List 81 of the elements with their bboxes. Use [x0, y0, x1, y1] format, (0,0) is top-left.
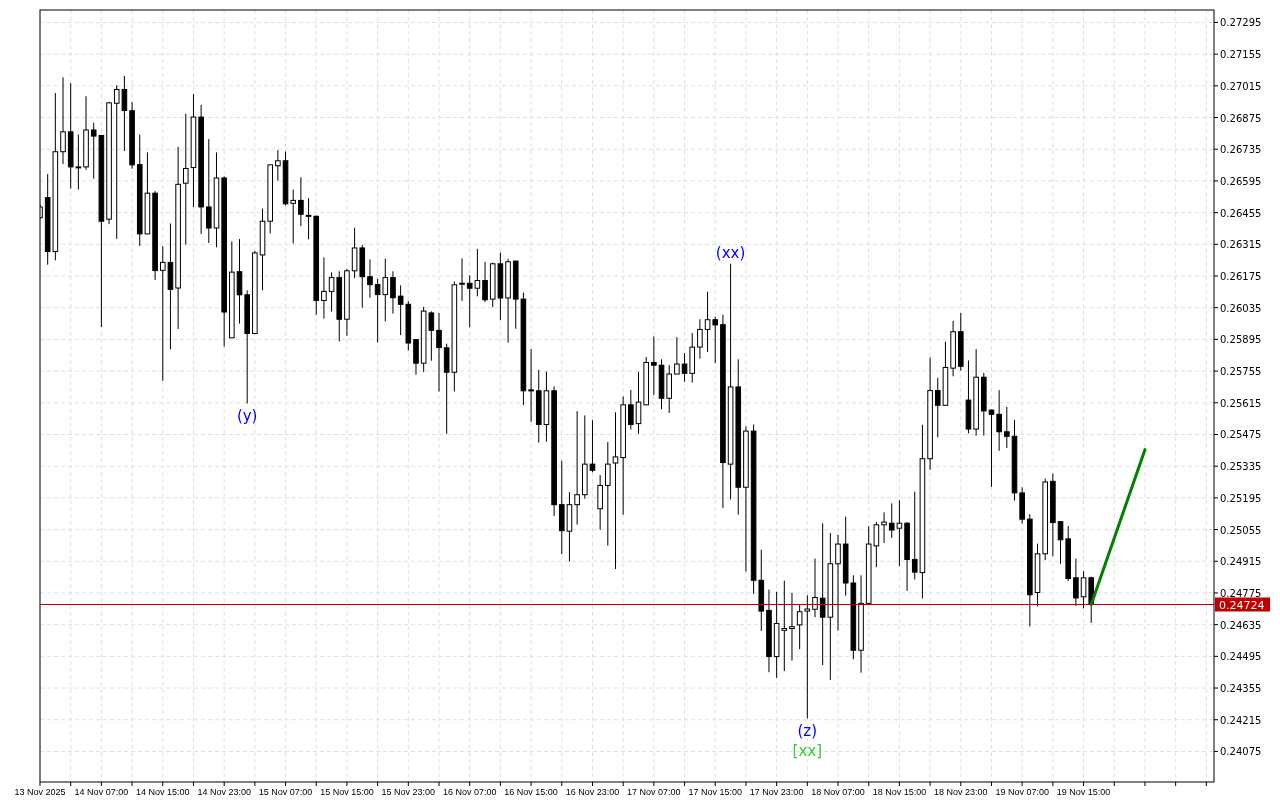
y-tick-label: 0.27155 [1220, 49, 1262, 61]
x-tick-label: 14 Nov 15:00 [136, 787, 190, 797]
ref-line-label: 0.24724 [1219, 598, 1265, 612]
candlestick [390, 270, 396, 315]
candlestick [988, 409, 995, 488]
x-tick-label: 15 Nov 15:00 [320, 787, 374, 797]
y-tick-label: 0.25055 [1220, 524, 1262, 536]
y-tick-label: 0.25475 [1220, 429, 1262, 441]
candlestick [236, 238, 243, 325]
y-tick-label: 0.27295 [1220, 17, 1262, 29]
candlestick [1004, 406, 1010, 449]
candlestick [996, 389, 1002, 452]
x-tick-label: 17 Nov 07:00 [627, 787, 681, 797]
candlestick [60, 76, 66, 165]
candlestick [881, 511, 887, 544]
x-tick-label: 16 Nov 07:00 [442, 787, 497, 797]
x-tick-label: 17 Nov 23:00 [749, 787, 804, 797]
annotation: [xx] [792, 742, 823, 761]
x-tick-label: 15 Nov 07:00 [258, 787, 313, 797]
y-tick-label: 0.25615 [1220, 397, 1262, 409]
x-tick-label: 16 Nov 23:00 [565, 787, 620, 797]
candlestick [605, 441, 611, 547]
candlestick [436, 312, 442, 392]
x-tick-label: 14 Nov 23:00 [197, 787, 251, 797]
y-tick-label: 0.24215 [1220, 714, 1262, 726]
x-tick-label: 18 Nov 23:00 [934, 787, 988, 797]
x-tick-label: 17 Nov 15:00 [688, 787, 743, 797]
candlestick [1057, 521, 1064, 565]
y-tick-label: 0.27015 [1220, 80, 1262, 92]
annotation: (y) [236, 407, 258, 426]
candlestick [182, 113, 189, 246]
y-tick-label: 0.26595 [1220, 175, 1262, 187]
x-tick-label: 18 Nov 15:00 [872, 787, 927, 797]
candlestick [812, 558, 818, 618]
candlestick [528, 348, 534, 423]
x-tick-label: 16 Nov 15:00 [504, 787, 558, 797]
y-tick-label: 0.25195 [1220, 492, 1262, 504]
y-tick-label: 0.24635 [1220, 619, 1262, 631]
candlestick [597, 474, 603, 531]
x-tick-label: 19 Nov 15:00 [1056, 787, 1111, 797]
candlestick [789, 592, 795, 662]
candlestick [835, 534, 841, 632]
x-tick-label: 14 Nov 07:00 [74, 787, 129, 797]
x-tick-label: 18 Nov 07:00 [811, 787, 865, 797]
y-tick-label: 0.26175 [1220, 271, 1262, 283]
annotation: (z) [797, 722, 818, 741]
y-tick-label: 0.24075 [1220, 746, 1262, 758]
y-tick-label: 0.25335 [1220, 461, 1262, 473]
x-tick-label: 13 Nov 2025 [14, 787, 66, 797]
candlestick [290, 189, 297, 244]
y-tick-label: 0.25755 [1220, 366, 1262, 378]
y-tick-label: 0.26455 [1220, 207, 1262, 219]
candlestick [275, 149, 281, 182]
annotation: (xx) [715, 243, 746, 262]
candlestick [367, 258, 373, 299]
y-tick-label: 0.26315 [1220, 239, 1262, 251]
candlestick [612, 411, 619, 570]
candlestick [651, 335, 657, 396]
candlestick [697, 318, 703, 360]
candlestick [321, 256, 327, 320]
candlestick [206, 138, 212, 244]
candlestick [628, 389, 634, 431]
y-tick-label: 0.24775 [1220, 587, 1262, 599]
x-tick-label: 15 Nov 23:00 [381, 787, 436, 797]
y-tick-label: 0.24495 [1220, 651, 1262, 663]
y-tick-label: 0.26035 [1220, 302, 1262, 314]
candlestick [413, 339, 419, 376]
y-tick-label: 0.24355 [1220, 683, 1262, 695]
y-tick-label: 0.26875 [1220, 112, 1262, 124]
candlestick [635, 371, 642, 435]
y-tick-label: 0.24915 [1220, 556, 1262, 568]
candlestick [674, 336, 680, 375]
candlestick [589, 419, 596, 473]
candlestick [574, 410, 580, 526]
candlestick [459, 257, 465, 302]
candlestick [482, 261, 488, 303]
candlestick [1073, 558, 1079, 607]
x-tick-label: 19 Nov 07:00 [995, 787, 1049, 797]
candlestick [298, 176, 304, 227]
y-tick-label: 0.26735 [1220, 144, 1262, 156]
y-tick-label: 0.25895 [1220, 334, 1262, 346]
